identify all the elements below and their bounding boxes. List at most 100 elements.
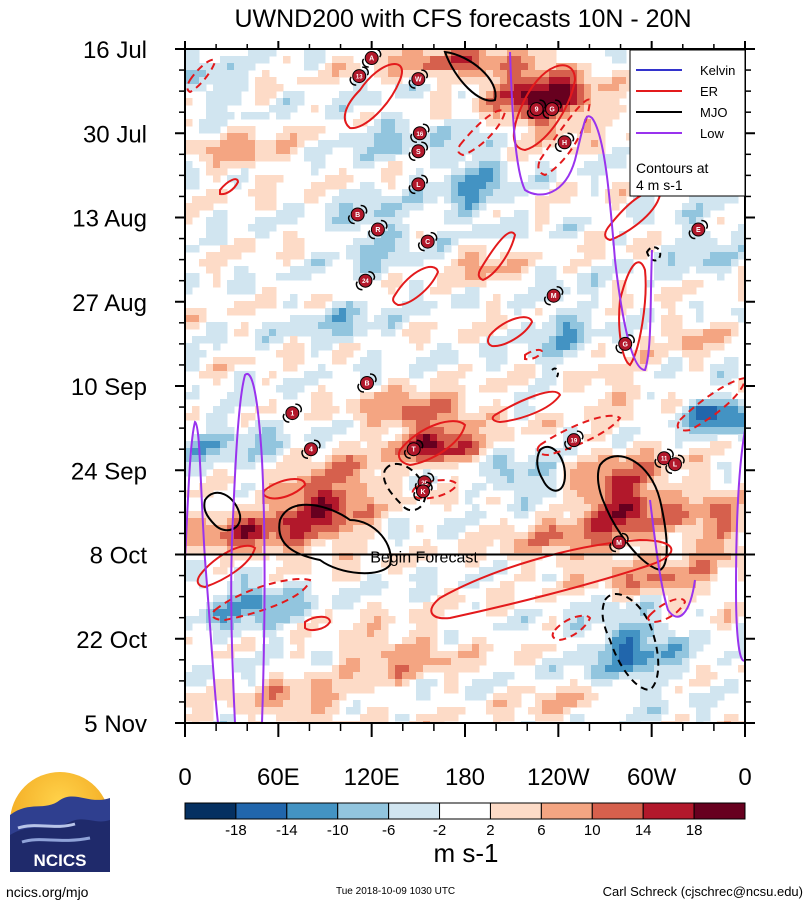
storm-label: K (420, 489, 425, 496)
storm-icon (350, 207, 365, 222)
colorbar-tick-label: -6 (382, 822, 395, 839)
y-tick-label: 13 Aug (72, 206, 147, 233)
storm-label: B (364, 380, 369, 387)
storm-marker: B (348, 204, 368, 225)
storm-marker: B (357, 373, 377, 393)
storm-icon (370, 222, 385, 237)
er-contour (537, 98, 592, 177)
colorbar-swatch (642, 802, 695, 820)
colorbar-swatch (286, 802, 339, 820)
storm-arm (410, 133, 417, 143)
storm-marker: A (362, 48, 382, 68)
storm-icon (420, 234, 435, 249)
er-contour (536, 414, 622, 457)
low-contour (509, 51, 653, 372)
low-contour (649, 499, 696, 618)
storm-label: A (369, 56, 374, 63)
storm-label: B (355, 212, 360, 219)
er-contour (211, 578, 312, 622)
storm-arm (628, 334, 635, 344)
storm-arm (348, 214, 355, 225)
colorbar-swatch (388, 802, 441, 820)
storm-arm (313, 439, 321, 449)
er-contour (392, 266, 440, 307)
storm-label: 1 (290, 411, 294, 418)
colorbar-swatch (540, 802, 593, 820)
storm-arm (408, 184, 416, 195)
storm-arm (369, 373, 377, 383)
storm-marker: 1 (282, 403, 302, 423)
x-axis: 0 60E 120E 180 120W 60W 0 (178, 41, 752, 791)
storm-arm (567, 132, 575, 142)
storm-label: 4 (309, 447, 313, 454)
colorbar-swatch (489, 802, 542, 820)
colorbar-swatch (591, 802, 644, 820)
storm-label: W (415, 77, 422, 84)
storm-label: C (425, 239, 430, 246)
storm-icon (657, 451, 672, 466)
storm-arm (362, 58, 369, 68)
storm-marker: G (615, 334, 635, 354)
storm-arm (576, 430, 584, 440)
er-contour (343, 63, 403, 130)
storm-arm (349, 76, 357, 86)
er-contour (477, 231, 517, 282)
storm-arm (421, 174, 428, 184)
storm-arm (413, 491, 421, 502)
x-tick-label: 60E (257, 764, 300, 791)
er-contour (647, 597, 687, 624)
colorbar-swatch (693, 802, 746, 820)
storm-icon (411, 144, 426, 159)
storm-arm (555, 99, 562, 109)
storm-arm (526, 109, 534, 119)
storm-icon (411, 177, 426, 192)
er-contour (397, 420, 467, 467)
er-contour (411, 479, 459, 500)
storm-marker: 9 (526, 99, 547, 119)
x-tick-label: 180 (445, 764, 485, 791)
storm-marker: C (418, 231, 438, 252)
storm-label: H (562, 140, 567, 147)
storm-marker: E (688, 219, 708, 240)
mjo-contour (601, 593, 660, 692)
y-tick-label: 27 Aug (72, 290, 147, 317)
storm-label: M (616, 540, 622, 547)
storm-icon (412, 126, 427, 141)
storm-marker: 11 (654, 448, 674, 468)
colorbar: -18 -14 -10 -6 -2 2 6 10 14 18 (184, 802, 746, 839)
er-contour (304, 615, 332, 631)
legend-note: 4 m s-1 (636, 177, 683, 193)
storm-arm (421, 141, 428, 151)
colorbar-swatch (439, 802, 491, 820)
timestamp: Tue 2018-10-09 1030 UTC (336, 886, 456, 897)
storm-icon (566, 433, 581, 448)
storm-arm (554, 142, 562, 153)
storm-icon (406, 442, 421, 457)
storm-label: R (375, 227, 380, 234)
storm-icon (416, 484, 430, 499)
colorbar-tick-label: 6 (537, 822, 545, 839)
er-contour (491, 390, 562, 424)
wave-filter-contours (185, 50, 745, 723)
storm-label: L (416, 182, 421, 189)
storm-marker: S (408, 141, 428, 162)
storm-arm (544, 296, 551, 306)
er-contour (457, 109, 507, 157)
colorbar-tick-label: 14 (635, 822, 652, 839)
storm-marker: 19 (564, 430, 584, 450)
storm-icon (612, 535, 626, 550)
storm-arm (609, 542, 617, 553)
storm-label: 9 (535, 107, 539, 114)
storm-arm (422, 123, 430, 133)
colorbar-tick-label: -14 (276, 822, 298, 839)
site-url[interactable]: ncics.org/mjo (6, 884, 89, 900)
mjo-contour (382, 463, 427, 512)
storm-icon (352, 69, 367, 84)
y-tick-label: 30 Jul (83, 121, 147, 148)
storm-arm (421, 69, 428, 79)
colorbar-tick-label: -10 (327, 822, 349, 839)
storm-icon (668, 457, 682, 472)
colorbar-tick-label: 18 (686, 822, 703, 839)
storm-arm (688, 230, 696, 240)
storm-label: 16 (417, 132, 424, 138)
